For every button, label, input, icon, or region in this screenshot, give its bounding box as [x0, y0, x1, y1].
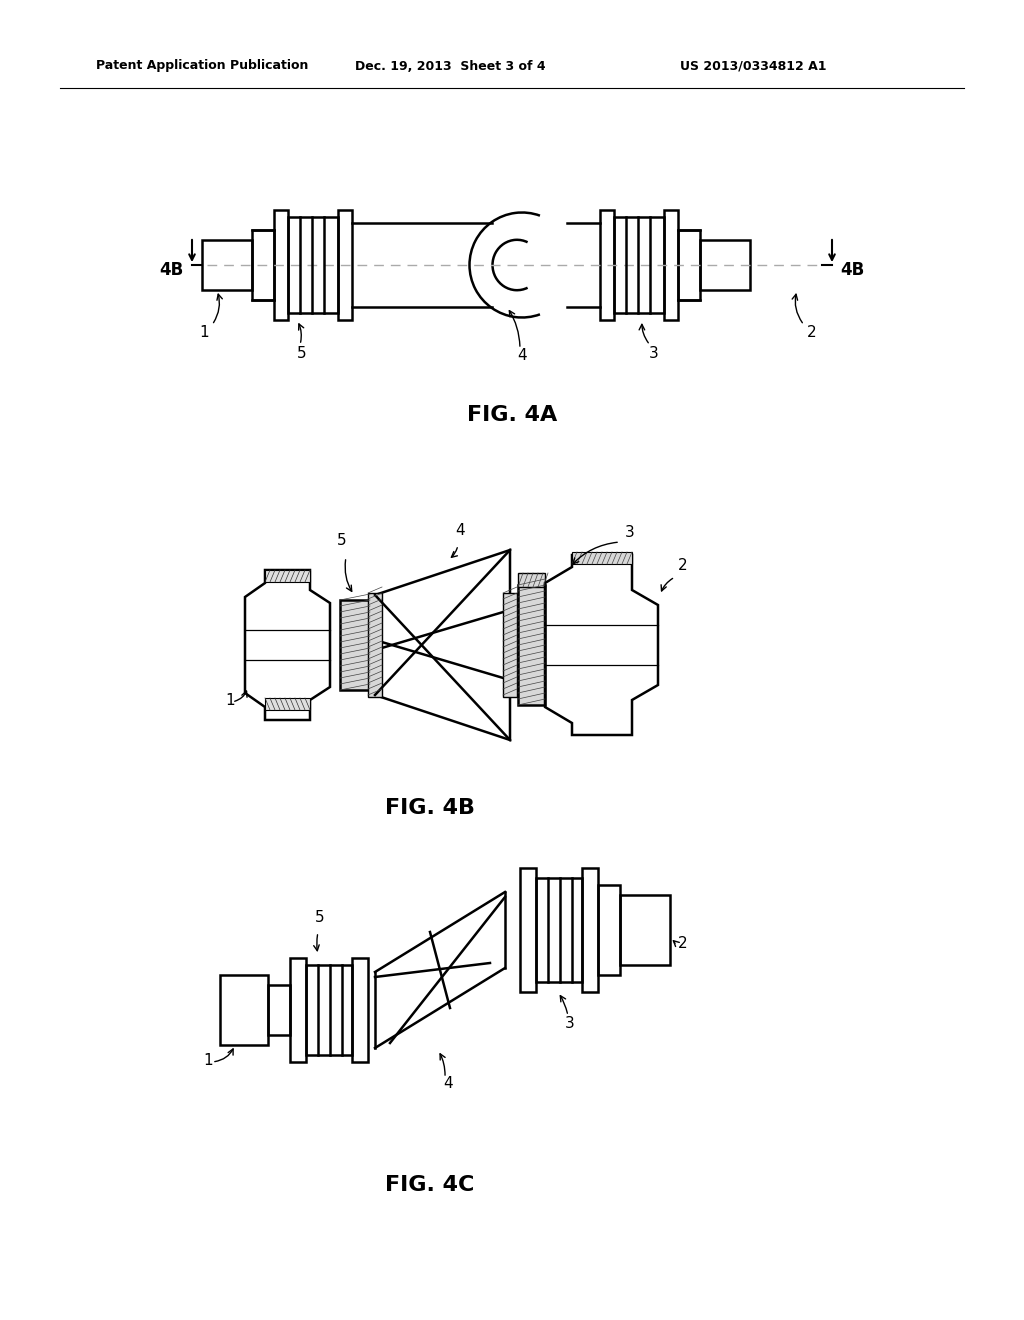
Text: 2: 2	[807, 325, 817, 341]
Text: FIG. 4C: FIG. 4C	[385, 1175, 475, 1195]
Bar	[700, 240, 750, 290]
Text: 3: 3	[625, 525, 635, 540]
Text: 4: 4	[443, 1076, 453, 1092]
Text: US 2013/0334812 A1: US 2013/0334812 A1	[680, 59, 826, 73]
Text: 3: 3	[649, 346, 658, 360]
Bar	[306, 965, 352, 1055]
Bar	[288, 216, 338, 313]
Bar	[265, 570, 310, 582]
Text: 5: 5	[297, 346, 307, 360]
Text: Patent Application Publication: Patent Application Publication	[96, 59, 308, 73]
Bar	[220, 975, 268, 1045]
Bar	[290, 958, 306, 1063]
Polygon shape	[518, 585, 545, 705]
Polygon shape	[340, 601, 370, 690]
Bar	[536, 878, 582, 982]
Bar	[503, 593, 517, 697]
Bar	[202, 240, 252, 290]
Text: FIG. 4A: FIG. 4A	[467, 405, 557, 425]
Text: 5: 5	[337, 533, 347, 548]
Bar	[678, 230, 700, 300]
Bar	[518, 573, 545, 587]
Bar	[600, 210, 614, 319]
Bar	[614, 216, 664, 313]
Text: 1: 1	[200, 325, 209, 341]
Bar	[268, 985, 290, 1035]
Text: 4B: 4B	[840, 261, 864, 279]
Bar	[368, 593, 382, 697]
Text: FIG. 4B: FIG. 4B	[385, 799, 475, 818]
Text: 1: 1	[225, 693, 234, 708]
Text: 5: 5	[315, 909, 325, 925]
Bar	[598, 884, 620, 975]
Text: Dec. 19, 2013  Sheet 3 of 4: Dec. 19, 2013 Sheet 3 of 4	[355, 59, 546, 73]
Bar	[252, 230, 274, 300]
Bar	[572, 552, 632, 564]
Bar	[338, 210, 352, 319]
Text: 4B: 4B	[160, 261, 184, 279]
Bar	[352, 958, 368, 1063]
Text: 4: 4	[456, 523, 465, 539]
Text: 1: 1	[203, 1053, 213, 1068]
Bar	[582, 869, 598, 993]
Bar	[620, 895, 670, 965]
Bar	[664, 210, 678, 319]
Text: 2: 2	[678, 558, 688, 573]
Text: 2: 2	[678, 936, 688, 950]
Bar	[274, 210, 288, 319]
Bar	[265, 698, 310, 710]
Text: 4: 4	[517, 348, 526, 363]
Text: 3: 3	[565, 1016, 574, 1031]
Bar	[520, 869, 536, 993]
